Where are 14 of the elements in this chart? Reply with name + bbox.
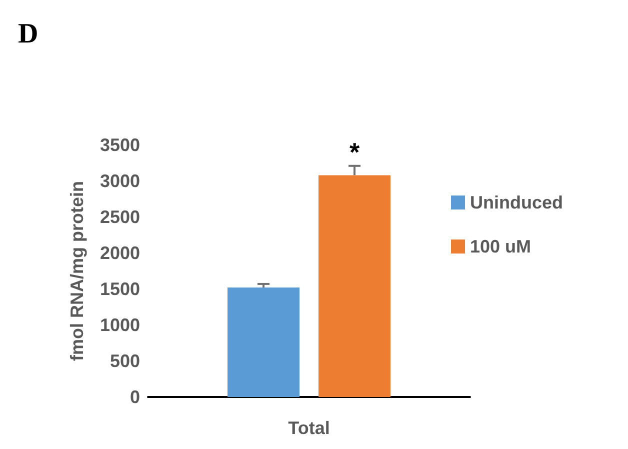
y-tick-label: 1000 [100, 315, 140, 335]
text: * [349, 136, 360, 167]
legend-label: Uninduced [470, 192, 563, 212]
y-tick-label: 3000 [100, 171, 140, 191]
y-tick-label: 2000 [100, 243, 140, 263]
y-tick-label: 2500 [100, 207, 140, 227]
y-axis-title: fmol RNA/mg protein [67, 181, 87, 361]
y-tick-label: 500 [110, 351, 140, 371]
y-tick-label: 1500 [100, 279, 140, 299]
y-tick-label: 0 [130, 387, 140, 407]
legend-label: 100 uM [470, 236, 532, 256]
x-tick-label: Total [288, 418, 330, 438]
text: D [18, 18, 38, 50]
y-tick-label: 3500 [100, 135, 140, 155]
